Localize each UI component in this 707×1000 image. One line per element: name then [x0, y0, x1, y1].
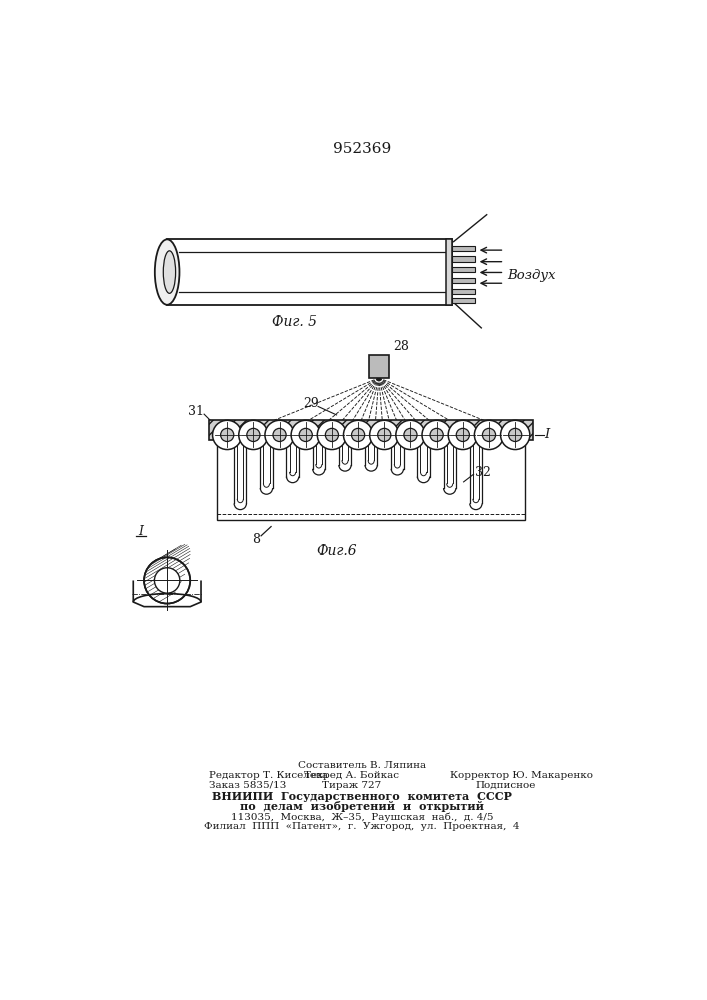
Circle shape: [299, 428, 312, 442]
Ellipse shape: [163, 251, 175, 293]
Circle shape: [213, 420, 242, 450]
Circle shape: [448, 420, 477, 450]
Text: Фиг. 5: Фиг. 5: [271, 315, 317, 329]
Text: по  делам  изобретений  и  открытий: по делам изобретений и открытий: [240, 801, 484, 812]
Text: 28: 28: [393, 340, 409, 353]
Text: Подписное: Подписное: [476, 781, 536, 790]
Bar: [452, 289, 475, 294]
Text: 113035,  Москва,  Ж–35,  Раушская  наб.,  д. 4/5: 113035, Москва, Ж–35, Раушская наб., д. …: [230, 812, 493, 822]
Text: Составитель В. Ляпина: Составитель В. Ляпина: [298, 761, 426, 770]
Circle shape: [239, 420, 268, 450]
Circle shape: [221, 428, 234, 442]
Bar: [167, 239, 452, 305]
Bar: [452, 278, 475, 283]
Bar: [452, 298, 475, 303]
Text: 29: 29: [303, 397, 319, 410]
Circle shape: [325, 428, 339, 442]
Circle shape: [247, 428, 260, 442]
Circle shape: [474, 420, 503, 450]
Circle shape: [422, 420, 451, 450]
Text: 8: 8: [252, 533, 259, 546]
Text: Воздух: Воздух: [508, 269, 556, 282]
Text: Техред А. Бойкас: Техред А. Бойкас: [305, 771, 399, 780]
Text: 32: 32: [475, 466, 491, 479]
Circle shape: [501, 420, 530, 450]
Ellipse shape: [155, 239, 180, 305]
Circle shape: [396, 420, 425, 450]
Bar: [446, 239, 452, 305]
Text: Филиал  ППП  «Патент»,  г.  Ужгород,  ул.  Проектная,  4: Филиал ППП «Патент», г. Ужгород, ул. Про…: [204, 822, 520, 831]
Text: I: I: [544, 428, 549, 441]
Text: Редактор Т. Киселева: Редактор Т. Киселева: [209, 771, 329, 780]
Circle shape: [265, 420, 294, 450]
Text: 952369: 952369: [333, 142, 391, 156]
Circle shape: [144, 557, 190, 604]
Circle shape: [456, 428, 469, 442]
Bar: [452, 267, 475, 272]
Text: 31: 31: [188, 405, 204, 418]
Circle shape: [370, 420, 399, 450]
Text: Заказ 5835/13: Заказ 5835/13: [209, 781, 287, 790]
Text: Тираж 727: Тираж 727: [322, 781, 382, 790]
Circle shape: [291, 420, 320, 450]
Bar: [217, 440, 525, 520]
Bar: [369, 355, 389, 378]
Text: Фиг.6: Фиг.6: [316, 544, 357, 558]
Circle shape: [154, 568, 180, 593]
Circle shape: [404, 428, 417, 442]
Bar: [209, 420, 533, 440]
Circle shape: [317, 420, 346, 450]
Bar: [452, 246, 475, 251]
Circle shape: [508, 428, 522, 442]
Bar: [452, 256, 475, 262]
Text: ВНИИПИ  Государственного  комитета  СССР: ВНИИПИ Государственного комитета СССР: [212, 791, 512, 802]
Circle shape: [482, 428, 496, 442]
Circle shape: [344, 420, 373, 450]
Text: Корректор Ю. Макаренко: Корректор Ю. Макаренко: [450, 771, 593, 780]
Circle shape: [430, 428, 443, 442]
Circle shape: [273, 428, 286, 442]
Text: I: I: [138, 525, 143, 538]
Circle shape: [378, 428, 391, 442]
Circle shape: [351, 428, 365, 442]
